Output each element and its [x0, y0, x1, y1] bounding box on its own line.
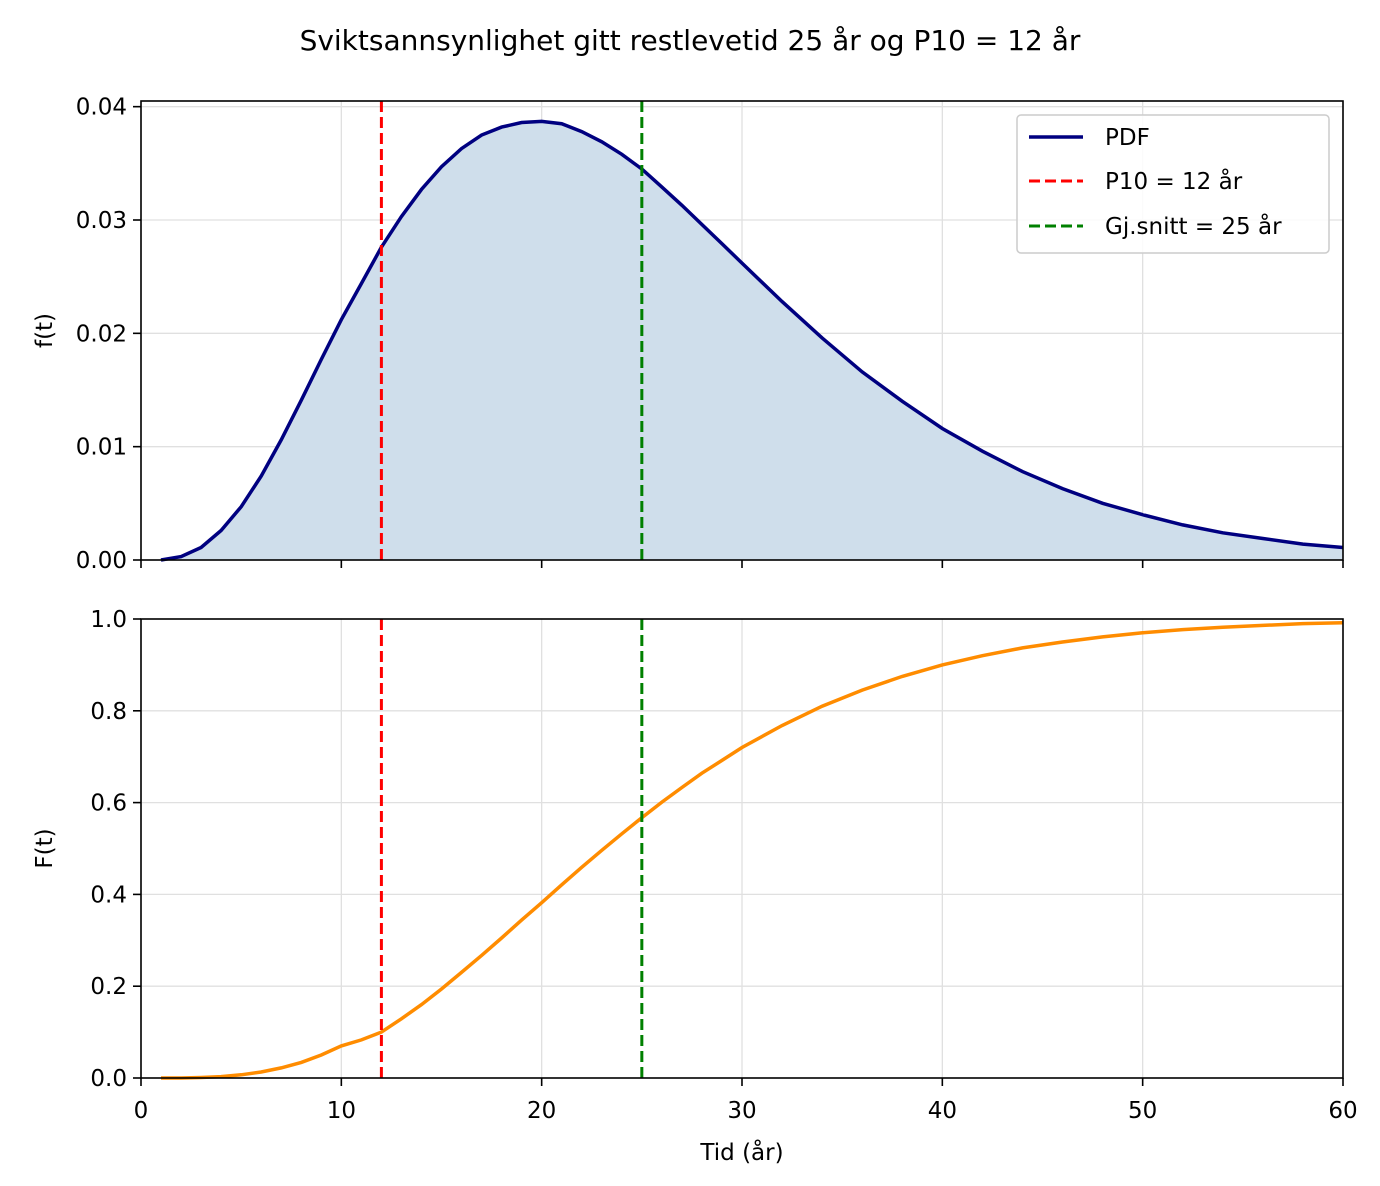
y-tick-label: 1.0 [90, 607, 127, 633]
legend: PDF P10 = 12 år Gj.snitt = 25 år [1016, 114, 1330, 254]
x-tick-label: 40 [928, 1098, 957, 1124]
x-tick-label: 50 [1128, 1098, 1157, 1124]
y-tick-label: 0.02 [76, 321, 127, 347]
y-tick-label: 0.01 [76, 435, 127, 461]
x-tick-label: 10 [327, 1098, 356, 1124]
x-tick-label: 60 [1328, 1098, 1357, 1124]
y-tick-label: 0.00 [76, 548, 127, 574]
y-tick-label: 0.04 [76, 95, 127, 121]
x-tick-label: 0 [134, 1098, 149, 1124]
chart-title: Sviktsannsynlighet gitt restlevetid 25 å… [300, 24, 1081, 57]
cdf-series-line [161, 620, 1344, 1080]
x-tick-label: 30 [727, 1098, 756, 1124]
cdf-ticks: 0 10 20 30 40 50 60 0.0 0.2 0.4 0.6 0.8 1.0 [90, 607, 1357, 1124]
y-tick-label: 0.8 [90, 699, 127, 725]
pdf-series-line [160, 119, 1344, 562]
cdf-vlines [379, 619, 644, 1078]
legend-box [1016, 114, 1330, 254]
cdf-y-axis-label: F(t) [32, 828, 58, 868]
pdf-panel: 0.00 0.01 0.02 0.03 0.04 f(t) PDF P10 = 12 å… [32, 95, 1344, 574]
x-axis-label: Tid (år) [699, 1138, 783, 1166]
pdf-vlines [379, 101, 644, 560]
legend-pdf-label: PDF [1105, 125, 1150, 151]
x-tick-label: 20 [527, 1098, 556, 1124]
y-tick-label: 0.2 [90, 974, 127, 1000]
pdf-y-axis-label: f(t) [32, 313, 58, 348]
pdf-ticks: 0.00 0.01 0.02 0.03 0.04 [76, 95, 1344, 574]
cdf-panel: 0 10 20 30 40 50 60 0.0 0.2 0.4 0.6 0.8 1.0 F(t) Tid… [32, 607, 1358, 1166]
legend-p10-label: P10 = 12 år [1105, 167, 1243, 195]
legend-mean-label: Gj.snitt = 25 år [1105, 212, 1282, 240]
y-tick-label: 0.0 [90, 1066, 127, 1092]
y-tick-label: 0.6 [90, 791, 127, 817]
y-tick-label: 0.03 [76, 208, 127, 234]
pdf-fill-area [161, 121, 1343, 561]
y-tick-label: 0.4 [90, 882, 127, 908]
